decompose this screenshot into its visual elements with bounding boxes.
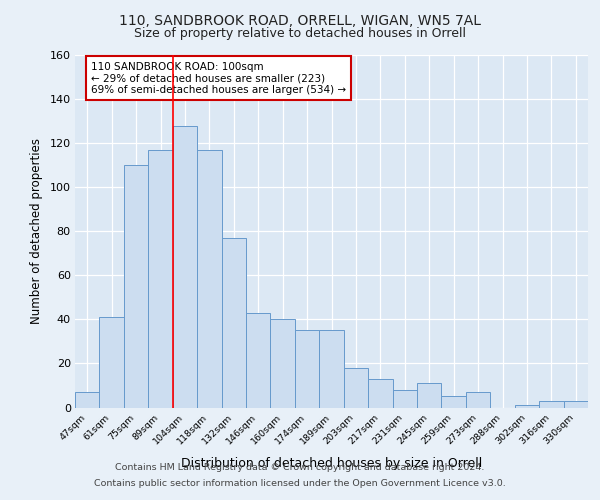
Bar bbox=[368, 379, 392, 408]
Bar bbox=[539, 401, 563, 407]
Bar bbox=[246, 313, 271, 408]
Bar bbox=[295, 330, 319, 407]
Bar bbox=[417, 384, 442, 407]
Text: Size of property relative to detached houses in Orrell: Size of property relative to detached ho… bbox=[134, 28, 466, 40]
Y-axis label: Number of detached properties: Number of detached properties bbox=[30, 138, 43, 324]
Text: 110, SANDBROOK ROAD, ORRELL, WIGAN, WN5 7AL: 110, SANDBROOK ROAD, ORRELL, WIGAN, WN5 … bbox=[119, 14, 481, 28]
Bar bbox=[442, 396, 466, 407]
Bar bbox=[563, 401, 588, 407]
Bar bbox=[221, 238, 246, 408]
Bar bbox=[124, 165, 148, 408]
Bar bbox=[319, 330, 344, 407]
Text: Contains HM Land Registry data © Crown copyright and database right 2024.: Contains HM Land Registry data © Crown c… bbox=[115, 464, 485, 472]
Bar bbox=[344, 368, 368, 408]
Bar bbox=[392, 390, 417, 407]
Bar bbox=[197, 150, 221, 408]
Bar bbox=[271, 320, 295, 408]
Bar bbox=[100, 317, 124, 408]
Text: 110 SANDBROOK ROAD: 100sqm
← 29% of detached houses are smaller (223)
69% of sem: 110 SANDBROOK ROAD: 100sqm ← 29% of deta… bbox=[91, 62, 346, 95]
Bar bbox=[148, 150, 173, 408]
Bar bbox=[75, 392, 100, 407]
Bar bbox=[515, 406, 539, 407]
Text: Contains public sector information licensed under the Open Government Licence v3: Contains public sector information licen… bbox=[94, 478, 506, 488]
Bar bbox=[173, 126, 197, 408]
X-axis label: Distribution of detached houses by size in Orrell: Distribution of detached houses by size … bbox=[181, 457, 482, 470]
Bar bbox=[466, 392, 490, 407]
